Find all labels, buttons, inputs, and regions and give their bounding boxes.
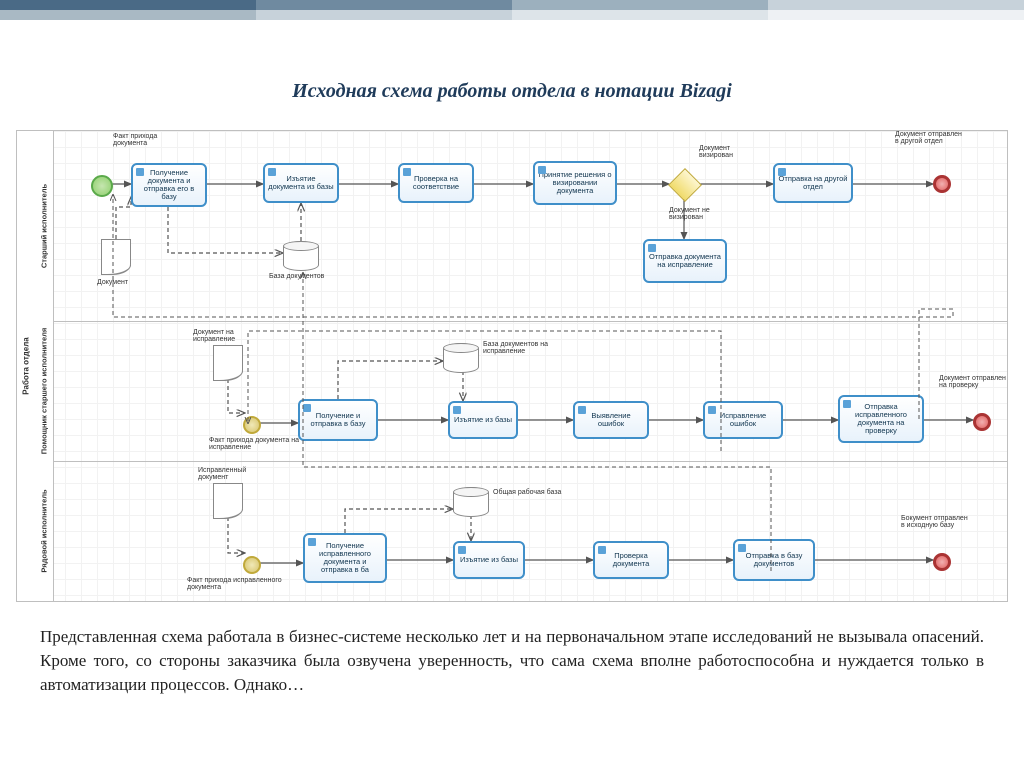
- lane-header: Старший исполнитель: [35, 131, 54, 321]
- task-t11: Отправка исправленного документа на пров…: [838, 395, 924, 443]
- gateway-g1: [668, 168, 702, 202]
- start-event-s1: [91, 175, 113, 197]
- bpmn-diagram: Работа отдела Старший исполнитель Получе…: [16, 130, 1008, 602]
- task-t9: Выявление ошибок: [573, 401, 649, 439]
- doc-doc2: [213, 345, 243, 381]
- end-event-e2: [973, 413, 991, 431]
- task-t6: Отправка документа на исправление: [643, 239, 727, 283]
- label-lb3: Документ отправлен в другой отдел: [895, 131, 965, 146]
- task-t1: Получение документа и отправка его в баз…: [131, 163, 207, 207]
- label-lb5: Документ отправлен на проверку: [939, 375, 1009, 390]
- task-t12: Получение исправленного документа и отпр…: [303, 533, 387, 583]
- label-lb0: Факт прихода документа: [113, 133, 173, 148]
- label-lb2: Документ не визирован: [669, 207, 729, 222]
- task-t5: Отправка на другой отдел: [773, 163, 853, 203]
- label-lb4: Факт прихода документа на исправление: [209, 437, 319, 452]
- page-title: Исходная схема работы отдела в нотации B…: [0, 80, 1024, 103]
- label-lb7: Бокумент отправлен в исходную базу: [901, 515, 973, 530]
- lane-l2: Помощник старшего исполнителя Получение …: [35, 321, 1007, 462]
- task-t7: Получение и отправка в базу: [298, 399, 378, 441]
- artifact-label: Исправленный документ: [198, 467, 268, 482]
- doc-doc3: [213, 483, 243, 519]
- artifact-label: База документов: [269, 273, 324, 280]
- task-t2: Изъятие документа из базы: [263, 163, 339, 203]
- lane-header: Помощник старшего исполнителя: [35, 321, 54, 461]
- task-t10: Исправление ошибок: [703, 401, 783, 439]
- task-t3: Проверка на соответствие: [398, 163, 474, 203]
- caption-text: Представленная схема работала в бизнес-с…: [40, 625, 984, 696]
- task-t13: Изъятие из базы: [453, 541, 525, 579]
- end-event-e1: [933, 175, 951, 193]
- lane-l1: Старший исполнитель Получение документа …: [35, 131, 1007, 322]
- task-t14: Проверка документа: [593, 541, 669, 579]
- header-accent: [0, 0, 1024, 20]
- lane-header: Рядовой исполнитель: [35, 461, 54, 601]
- db-db3: [453, 487, 489, 517]
- end-event-e3: [933, 553, 951, 571]
- task-t8: Изъятие из базы: [448, 401, 518, 439]
- db-db1: [283, 241, 319, 271]
- lane-l3: Рядовой исполнитель Получение исправленн…: [35, 461, 1007, 601]
- task-t4: Принятие решения о визировании документа: [533, 161, 617, 205]
- db-db2: [443, 343, 479, 373]
- label-lb1: Документ визирован: [699, 145, 759, 160]
- task-t15: Отправка в базу документов: [733, 539, 815, 581]
- artifact-label: Документ на исправление: [193, 329, 263, 344]
- doc-doc1: [101, 239, 131, 275]
- start-event-s3: [243, 556, 261, 574]
- pool-label: Работа отдела: [17, 131, 36, 601]
- artifact-label: База документов на исправление: [483, 341, 573, 356]
- label-lb6: Факт прихода исправленного документа: [187, 577, 307, 592]
- artifact-label: Документ: [97, 279, 128, 286]
- artifact-label: Общая рабочая база: [493, 489, 573, 496]
- start-event-s2: [243, 416, 261, 434]
